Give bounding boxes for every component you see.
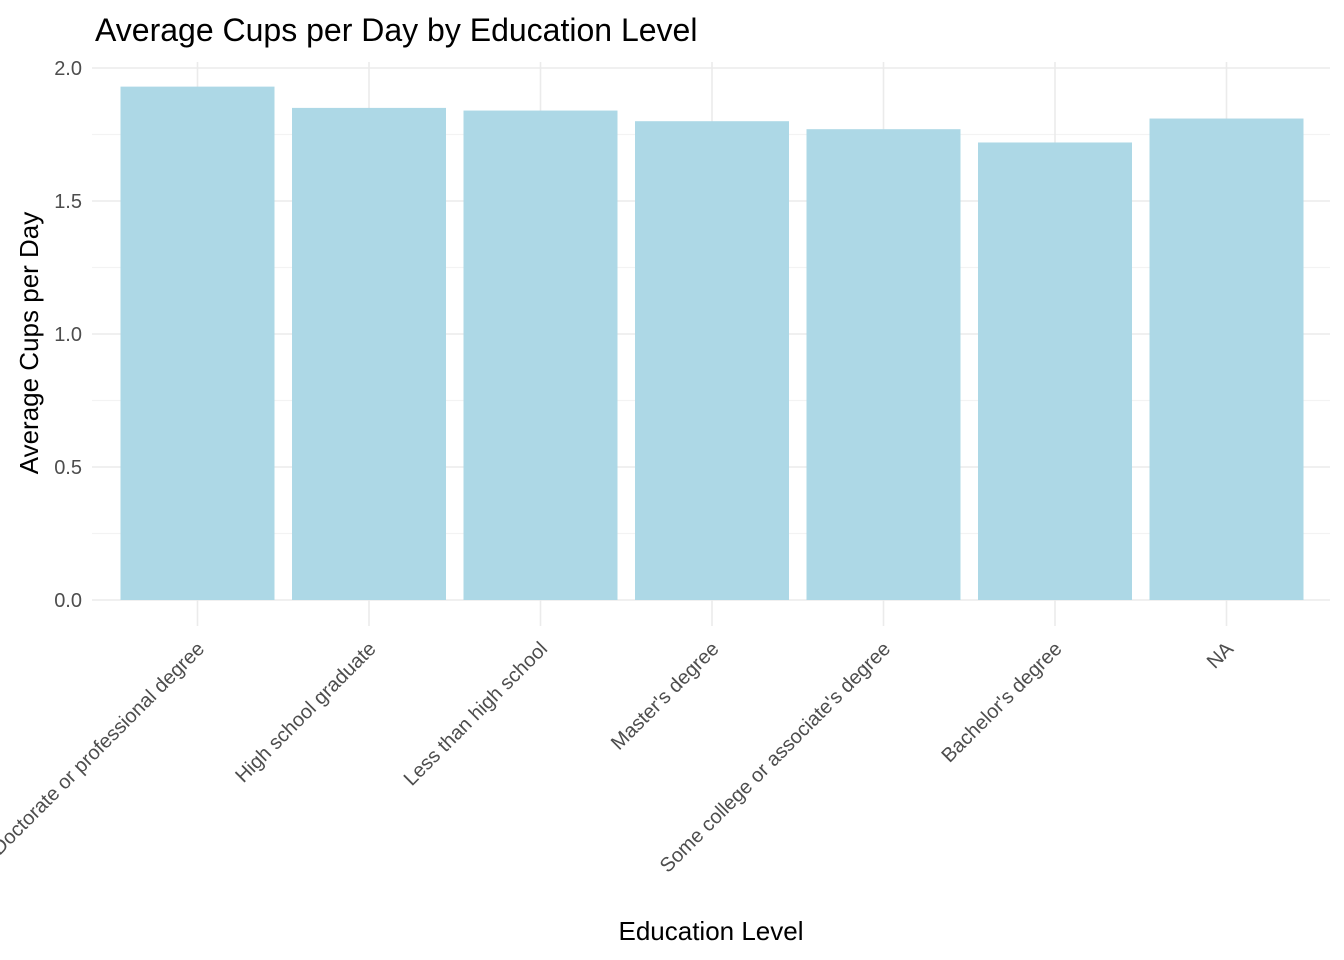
- x-tick-label: Less than high school: [400, 638, 552, 790]
- y-tick-label: 1.5: [54, 191, 82, 213]
- bar: [635, 121, 789, 600]
- y-tick-label: 0.5: [54, 457, 82, 479]
- bars: [120, 86, 1304, 601]
- bar: [292, 107, 446, 601]
- x-tick-label: NA: [1203, 638, 1239, 674]
- bar: [463, 110, 618, 600]
- x-axis-tick-labels: Doctorate or professional degree High sch…: [0, 638, 1238, 878]
- y-tick-label: 1.0: [54, 324, 82, 346]
- y-axis-title: Average Cups per Day: [14, 212, 44, 475]
- bar: [806, 129, 961, 600]
- x-tick-label: Bachelor's degree: [937, 638, 1066, 767]
- x-tick-label: High school graduate: [231, 638, 380, 787]
- chart-title: Average Cups per Day by Education Level: [95, 12, 697, 48]
- bar: [978, 142, 1132, 601]
- x-tick-label: Master's degree: [607, 638, 724, 755]
- x-axis-title: Education Level: [618, 916, 803, 946]
- bar: [1149, 118, 1304, 600]
- bar: [120, 86, 275, 601]
- y-tick-label: 0.0: [54, 590, 82, 612]
- y-tick-label: 2.0: [54, 58, 82, 80]
- y-axis-tick-labels: 0.0 0.5 1.0 1.5 2.0: [54, 58, 82, 612]
- x-tick-label: Doctorate or professional degree: [0, 638, 209, 860]
